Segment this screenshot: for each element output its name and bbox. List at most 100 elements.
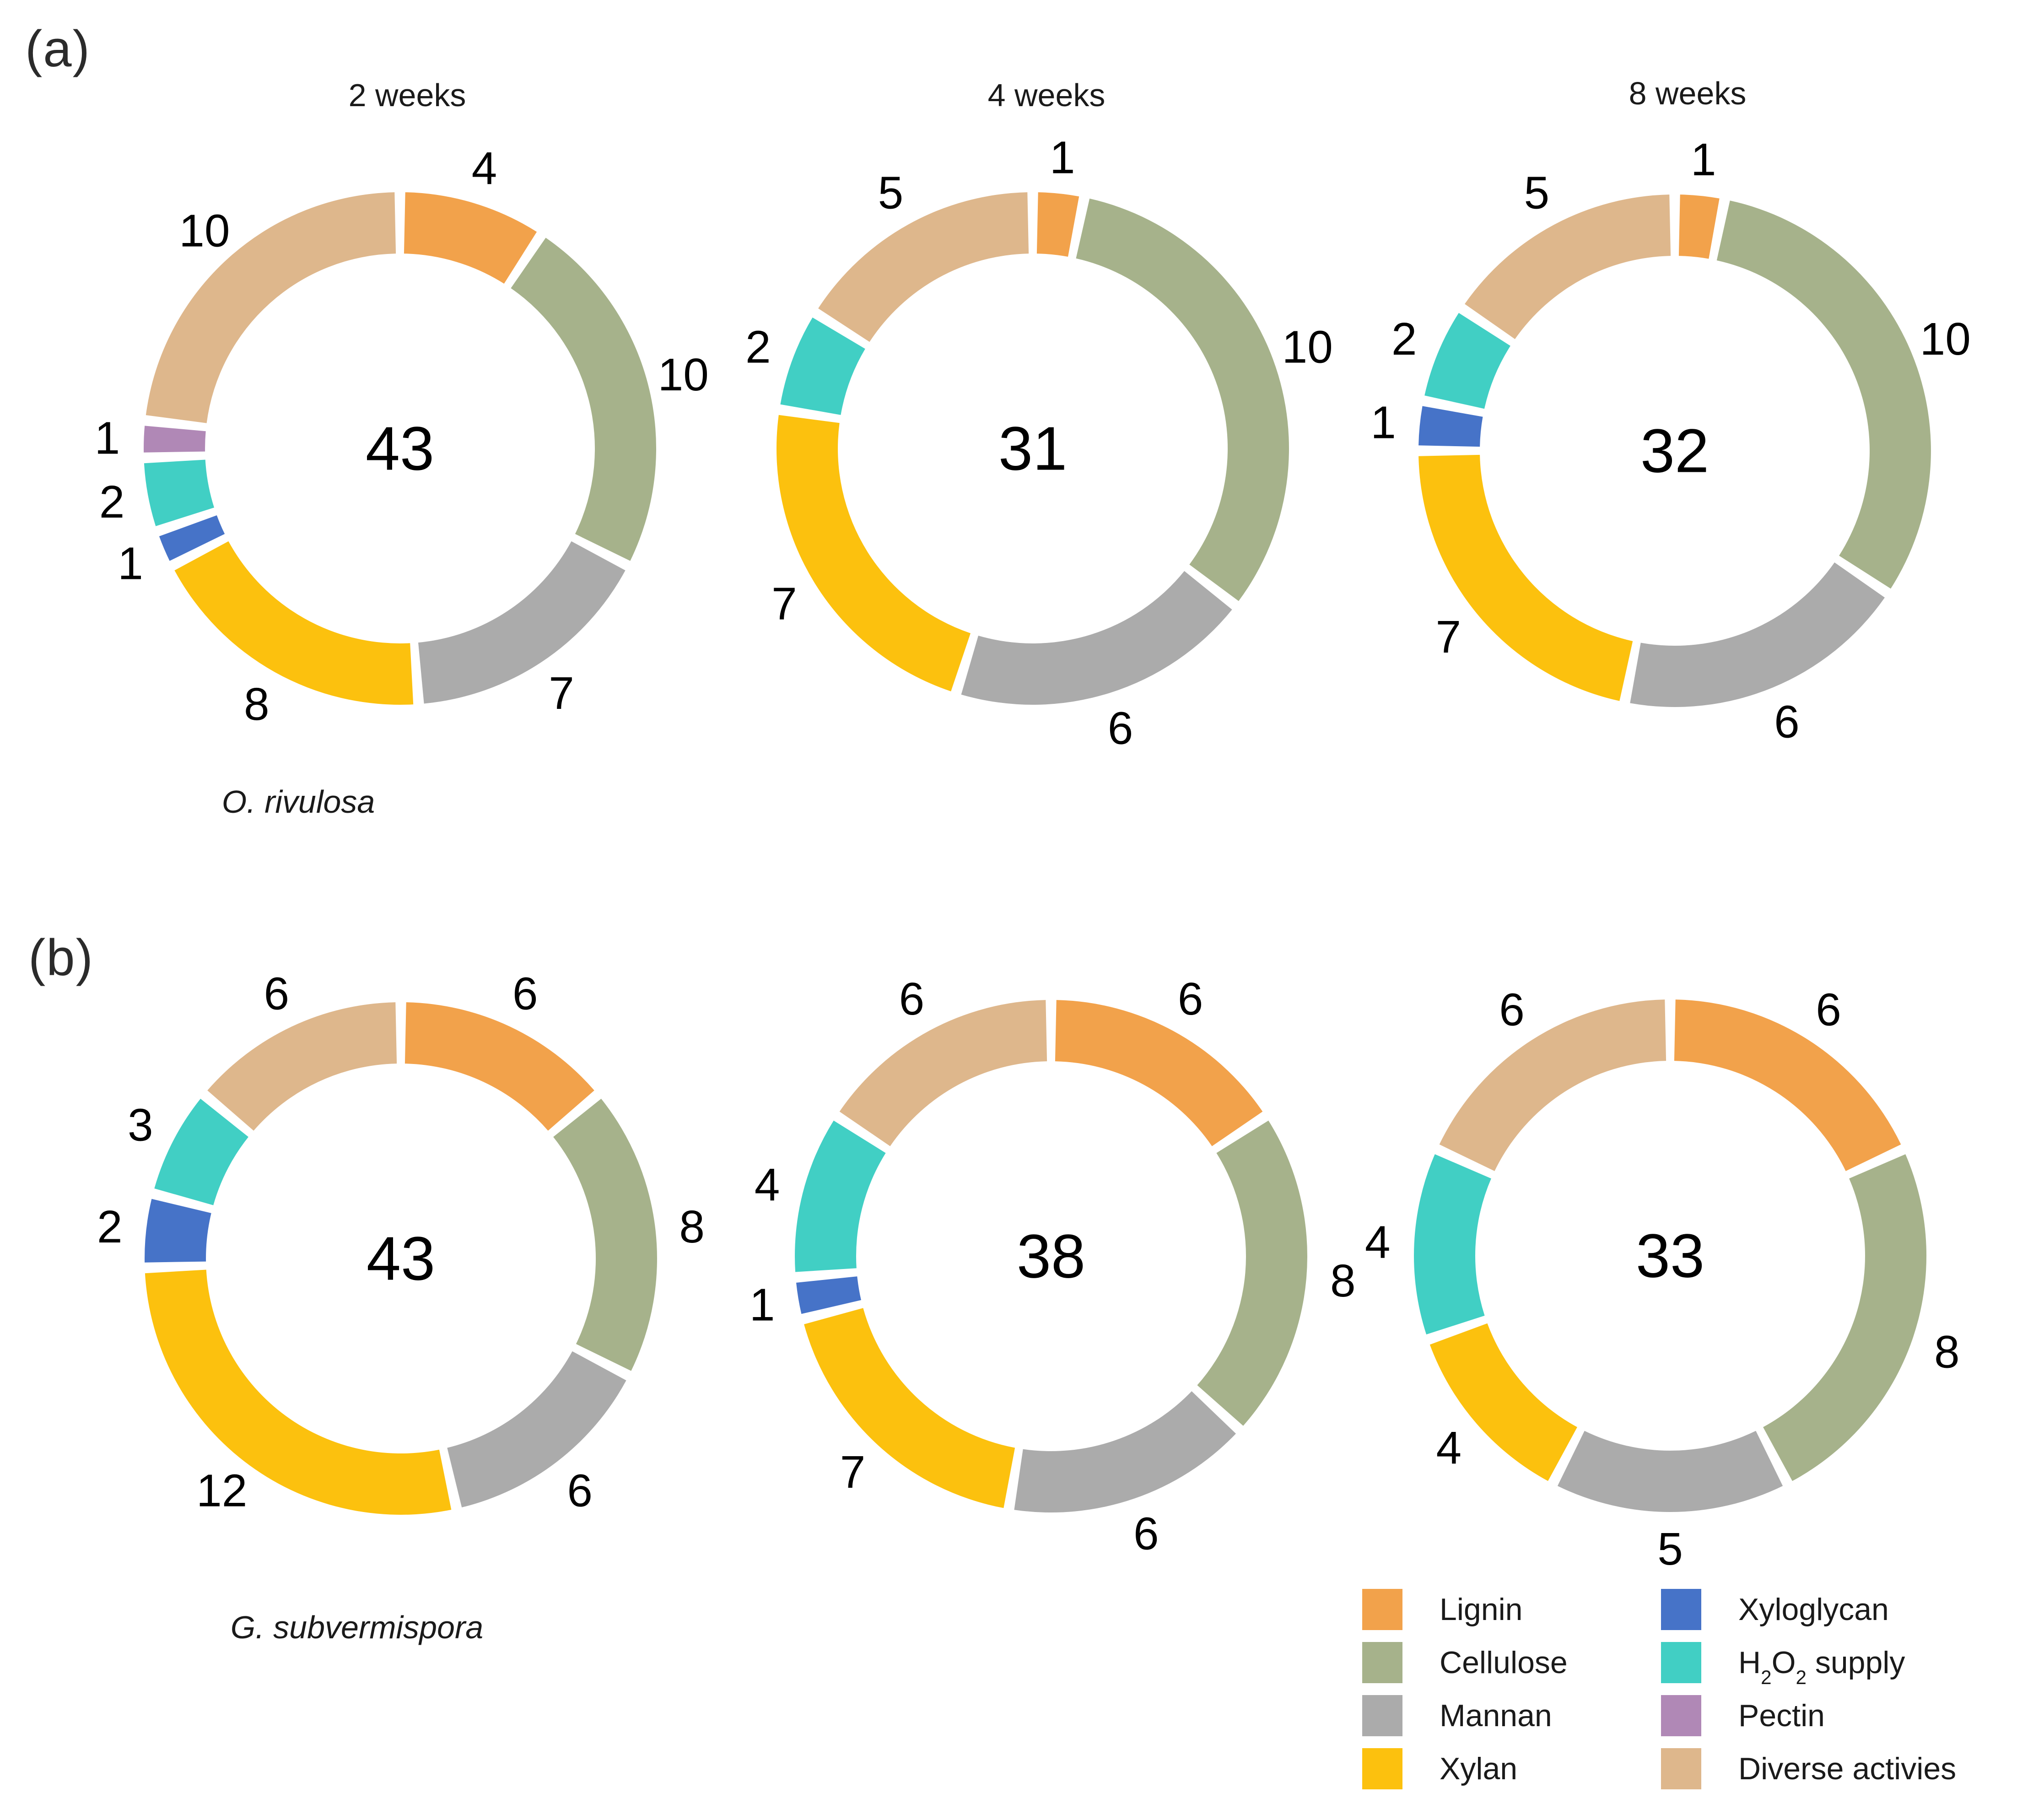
segment-value-label: 8 [1934,1326,1960,1377]
segment-mannan [418,541,626,704]
legend-swatch-h-o-supply [1661,1642,1701,1683]
segment-pectin [144,426,206,453]
segment-diverse-activies [818,192,1029,342]
segment-cellulose [511,238,657,561]
segment-xylan [174,541,414,705]
donut-total: 31 [998,414,1068,483]
segment-xylan [145,1269,452,1515]
donut-chart-a-2weeks: 4 10 7 8 1 2 1 10 43 [57,105,743,792]
segment-lignin [1055,1000,1263,1146]
segment-mannan [447,1351,626,1507]
segment-value-label: 5 [1524,167,1549,219]
segment-value-label: 6 [567,1465,593,1517]
donut-total: 33 [1635,1221,1705,1291]
legend: Lignin Cellulose Mannan Xylan Xyloglycan H2O2… [1362,1589,2017,1820]
segment-value-label: 6 [1774,696,1800,747]
segment-mannan [961,571,1232,705]
panel-a-label: (a) [25,20,91,77]
segment-xyloglycan [159,515,225,561]
segment-value-label: 2 [97,1201,123,1253]
legend-item-mannan: Mannan [1362,1695,1552,1736]
segment-diverse-activies [1465,194,1671,339]
segment-cellulose [1716,200,1931,589]
segment-diverse-activies [839,1000,1047,1146]
donut-chart-a-4weeks: 1 10 6 7 2 5 31 [690,105,1376,792]
legend-label-xyloglycan: Xyloglycan [1738,1592,1889,1627]
donut-svg: 6 8 6 7 1 4 6 [750,973,1356,1559]
donut-svg: 6 8 6 12 23 6 [97,968,705,1517]
segment-cellulose [553,1098,657,1371]
legend-swatch-cellulose [1362,1642,1402,1683]
legend-item-pectin: Pectin [1661,1695,1825,1736]
segment-value-label: 8 [1330,1255,1356,1307]
segment-value-label: 6 [1108,703,1133,754]
legend-item-xylan: Xylan [1362,1748,1517,1789]
segment-lignin [404,192,537,284]
column-title-2-weeks: 2 weeks [348,77,466,113]
donut-total: 43 [365,414,435,483]
legend-item-cellulose: Cellulose [1362,1642,1568,1683]
segment-value-label: 4 [472,143,497,194]
segment-xyloglycan [796,1276,861,1314]
segment-value-label: 6 [1816,984,1841,1036]
segment-xylan [804,1308,1015,1508]
panel-b-label: (b) [28,929,94,986]
segment-value-label: 6 [512,968,538,1020]
segment-value-label: 10 [179,205,230,256]
legend-swatch-xylan [1362,1748,1402,1789]
segment-value-label: 3 [128,1099,153,1150]
column-title-8-weeks: 8 weeks [1629,76,1747,111]
segment-diverse-activies [146,192,396,423]
segment-value-label: 12 [196,1465,247,1517]
segment-value-label: 1 [1370,397,1396,448]
segment-value-label: 6 [899,973,925,1025]
segment-value-label: 1 [1691,134,1716,185]
segment-mannan [1014,1391,1236,1513]
segment-value-label: 8 [679,1201,705,1253]
segment-value-label: 5 [1657,1523,1683,1575]
segment-value-label: 5 [878,167,904,218]
donut-svg: 1 10 6 7 2 5 [745,132,1333,754]
segment-lignin [404,1002,594,1131]
segment-value-label: 1 [95,413,120,464]
segment-xyloglycan [145,1199,211,1263]
segment-value-label: 7 [840,1447,866,1498]
segment-mannan [1557,1431,1783,1512]
segment-mannan [1630,562,1885,707]
legend-label-h-o-supply: H2O2 supply [1738,1645,1905,1688]
segment-xylan [776,415,971,691]
segment-h-o-supply [1414,1154,1491,1334]
legend-item-lignin: Lignin [1362,1589,1523,1630]
legend-label-cellulose: Cellulose [1440,1645,1568,1680]
segment-value-label: 8 [244,679,270,730]
donut-chart-b-4weeks: 6 8 6 7 1 4 6 38 [708,913,1394,1599]
segment-h-o-supply [1424,313,1510,409]
segment-diverse-activies [207,1002,397,1131]
legend-item-diverse-activies: Diverse activies [1661,1748,1956,1789]
segment-value-label: 1 [750,1279,775,1330]
segment-cellulose [1076,198,1289,601]
segment-value-label: 2 [745,322,771,373]
column-title-4-weeks: 4 weeks [987,77,1106,113]
segment-h-o-supply [780,317,865,415]
donut-svg: 4 10 7 8 1 2 1 10 [95,143,709,730]
segment-diverse-activies [1439,999,1666,1171]
legend-swatch-pectin [1661,1695,1701,1736]
segment-value-label: 10 [658,349,709,400]
donut-chart-b-2weeks: 6 8 6 12 2 3 6 43 [58,915,744,1602]
segment-value-label: 7 [1435,611,1461,663]
segment-lignin [1036,192,1079,257]
segment-value-label: 6 [1499,984,1525,1036]
segment-value-label: 2 [99,476,125,528]
donut-chart-a-8weeks: 1 10 6 7 1 2 5 32 [1332,108,2017,794]
species-label-o-rivulosa: O. rivulosa [221,784,375,820]
donut-total: 43 [366,1224,436,1293]
legend-label-diverse-activies: Diverse activies [1738,1751,1957,1786]
segment-value-label: 10 [1282,322,1333,373]
segment-lignin [1674,999,1901,1171]
segment-value-label: 4 [1365,1217,1391,1268]
segment-value-label: 7 [549,668,574,719]
segment-value-label: 4 [755,1159,780,1210]
legend-swatch-mannan [1362,1695,1402,1736]
segment-value-label: 2 [1391,313,1417,365]
